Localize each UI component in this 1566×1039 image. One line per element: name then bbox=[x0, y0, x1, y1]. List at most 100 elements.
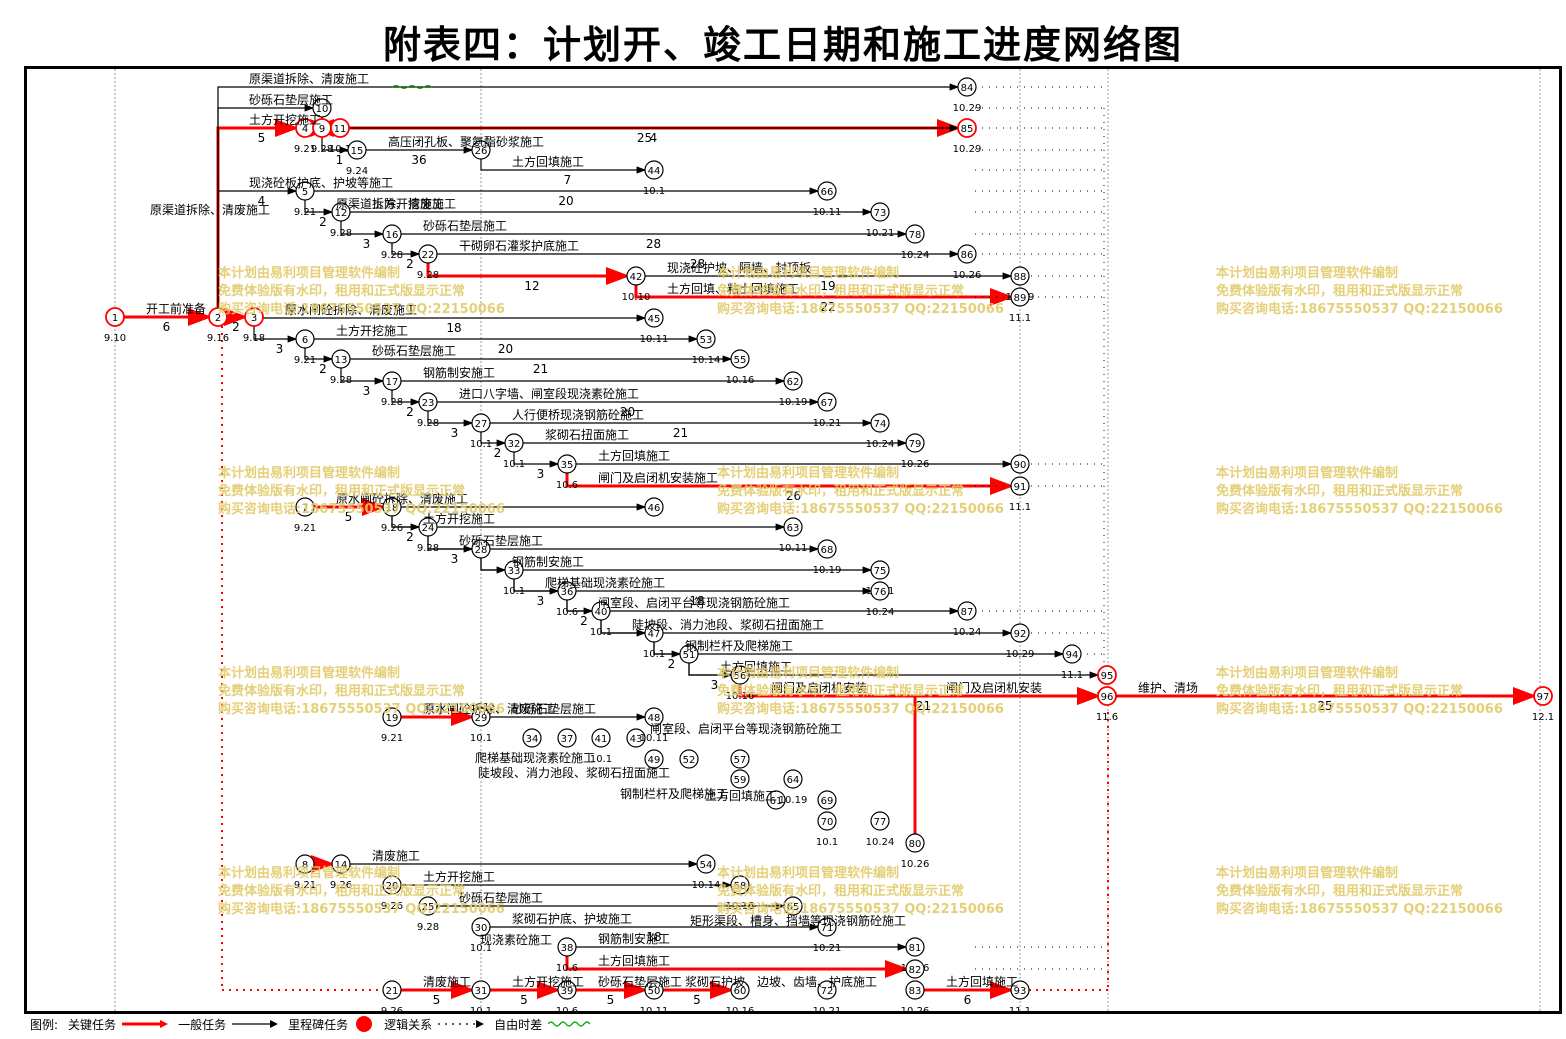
node-date: 9.21 bbox=[381, 733, 403, 744]
node-circle bbox=[382, 224, 402, 244]
node-id: 11 bbox=[334, 124, 347, 135]
node-id: 14 bbox=[335, 860, 348, 871]
activity-name: 进口八字墙、闸室段现浇素砼施工 bbox=[459, 386, 639, 401]
event-node: 55 10.16 bbox=[726, 349, 754, 386]
event-node: 159.24 bbox=[346, 140, 368, 177]
node-circle bbox=[644, 749, 664, 769]
node-circle bbox=[905, 433, 925, 453]
node-id: 61 bbox=[770, 796, 783, 807]
activity-arrow bbox=[321, 117, 960, 132]
activity-line bbox=[427, 536, 474, 553]
activity-duration: 1 bbox=[336, 153, 344, 167]
event-node: 259.28 bbox=[417, 896, 439, 933]
node-id: 34 bbox=[526, 734, 539, 745]
event-node: 33 10.1 bbox=[503, 560, 525, 597]
node-id: 57 bbox=[734, 755, 747, 766]
activity-name: 土方回填施工 bbox=[598, 448, 670, 463]
activity-duration: 21 bbox=[533, 362, 548, 376]
activity-line bbox=[427, 411, 474, 427]
node-circle bbox=[557, 980, 577, 1000]
node-id: 62 bbox=[787, 377, 800, 388]
node-id: 58 bbox=[734, 881, 747, 892]
event-node: 86 10.26 bbox=[953, 244, 981, 281]
watermark-line: 免费体验版有水印，租用和正式版显示正常 bbox=[717, 484, 965, 499]
node-circle bbox=[679, 749, 699, 769]
node-id: 72 bbox=[821, 986, 834, 997]
event-node: 28 bbox=[471, 539, 491, 559]
node-circle bbox=[208, 307, 228, 327]
event-node: 64 10.19 bbox=[779, 769, 807, 806]
activity-duration: 18 bbox=[689, 594, 704, 608]
activity-name: 现浇砼护坡、隔墙、封顶板 bbox=[667, 261, 811, 275]
node-circle bbox=[504, 560, 524, 580]
node-date: 10.6 bbox=[556, 1006, 578, 1017]
activity-line bbox=[340, 368, 385, 385]
node-circle bbox=[471, 980, 491, 1000]
node-date: 10.29 bbox=[953, 144, 982, 155]
activity-line bbox=[217, 187, 298, 308]
watermark-line: 本计划由易利项目管理软件编制 bbox=[218, 266, 401, 281]
activity-line bbox=[391, 516, 421, 531]
watermark-block: 本计划由易利项目管理软件编制 免费体验版有水印，租用和正式版显示正常 购买咨询电话:… bbox=[717, 865, 1004, 919]
node-id: 32 bbox=[508, 439, 521, 450]
node-id: 12 bbox=[335, 208, 348, 219]
event-node: 35 10.6 bbox=[556, 454, 578, 491]
activity-duration: 4 bbox=[650, 131, 658, 145]
watermark-block: 本计划由易利项目管理软件编制 免费体验版有水印，租用和正式版显示正常 购买咨询电话:… bbox=[717, 665, 1004, 719]
activity-duration: 12 bbox=[524, 279, 539, 293]
event-node: 73 10.21 bbox=[866, 202, 894, 239]
node-id: 77 bbox=[874, 817, 887, 828]
watermark-line: 免费体验版有水印，租用和正式版显示正常 bbox=[218, 484, 466, 499]
activity-line bbox=[321, 137, 350, 154]
event-node: 69 bbox=[817, 790, 837, 810]
activity-duration: 21 bbox=[673, 426, 688, 440]
watermark-line: 购买咨询电话:18675550537 QQ:22150066 bbox=[218, 702, 505, 717]
activity-arrow bbox=[426, 263, 630, 285]
node-date: 9.28 bbox=[330, 228, 352, 239]
event-node: 94 11.1 bbox=[1061, 644, 1083, 681]
node-date: 9.21 bbox=[294, 355, 316, 366]
node-id: 92 bbox=[1014, 629, 1027, 640]
activity-arrow bbox=[565, 473, 1014, 495]
event-node: 29 10.1 bbox=[470, 707, 492, 744]
event-node: 49 bbox=[644, 749, 664, 769]
event-node: 139.28 bbox=[330, 349, 352, 386]
activity-duration: 2 bbox=[494, 446, 502, 460]
activity-name: 现浇砼板护底、护坡等施工 bbox=[249, 175, 393, 190]
node-id: 53 bbox=[700, 335, 713, 346]
activity-name: 钢筋制安施工 bbox=[423, 365, 495, 380]
node-circle bbox=[471, 917, 491, 937]
watermark-line: 本计划由易利项目管理软件编制 bbox=[717, 866, 900, 881]
node-date: 9.28 bbox=[330, 375, 352, 386]
activity-duration: 3 bbox=[537, 594, 545, 608]
node-circle bbox=[644, 980, 664, 1000]
event-node: 49.21 bbox=[294, 118, 316, 155]
node-circle bbox=[1010, 980, 1030, 1000]
watermark-line: 购买咨询电话:18675550537 QQ:22150066 bbox=[717, 302, 1004, 317]
activity-name: 土方回填、粘土回填施工 bbox=[667, 281, 799, 296]
activity-name: 土方回填施工 bbox=[512, 154, 584, 169]
node-date: 10.24 bbox=[866, 837, 895, 848]
node-circle bbox=[696, 854, 716, 874]
node-date: 10.1 bbox=[816, 837, 838, 848]
node-circle bbox=[626, 266, 646, 286]
watermark-line: 免费体验版有水印，租用和正式版显示正常 bbox=[1216, 684, 1464, 699]
node-circle bbox=[557, 454, 577, 474]
activity-duration: 20 bbox=[620, 405, 635, 419]
node-id: 25 bbox=[422, 902, 435, 913]
node-id: 23 bbox=[422, 398, 435, 409]
event-node: 30 10.1 bbox=[470, 917, 492, 954]
activity-name: 浆砌石护坡、边坡、齿墙、护底施工 bbox=[685, 974, 877, 989]
node-date: 9.26 bbox=[381, 1006, 403, 1017]
activity-name: 矩形渠段、槽身、挡墙等现浇钢筋砼施工 bbox=[690, 913, 906, 928]
legend-float: 自由时差 bbox=[494, 1016, 594, 1033]
activity-name: 开工前准备 bbox=[146, 301, 206, 316]
node-date: 10.24 bbox=[866, 607, 895, 618]
event-node: 60 10.16 bbox=[726, 980, 754, 1017]
activity-duration: 18 bbox=[446, 321, 461, 335]
node-circle bbox=[418, 896, 438, 916]
activity-name: 闸门及启闭机安装施工 bbox=[598, 470, 718, 485]
activity-name: 爬梯基础现浇素砼施工 bbox=[475, 751, 595, 765]
event-node: 67 10.21 bbox=[813, 392, 841, 429]
activity-arrow bbox=[653, 642, 682, 658]
